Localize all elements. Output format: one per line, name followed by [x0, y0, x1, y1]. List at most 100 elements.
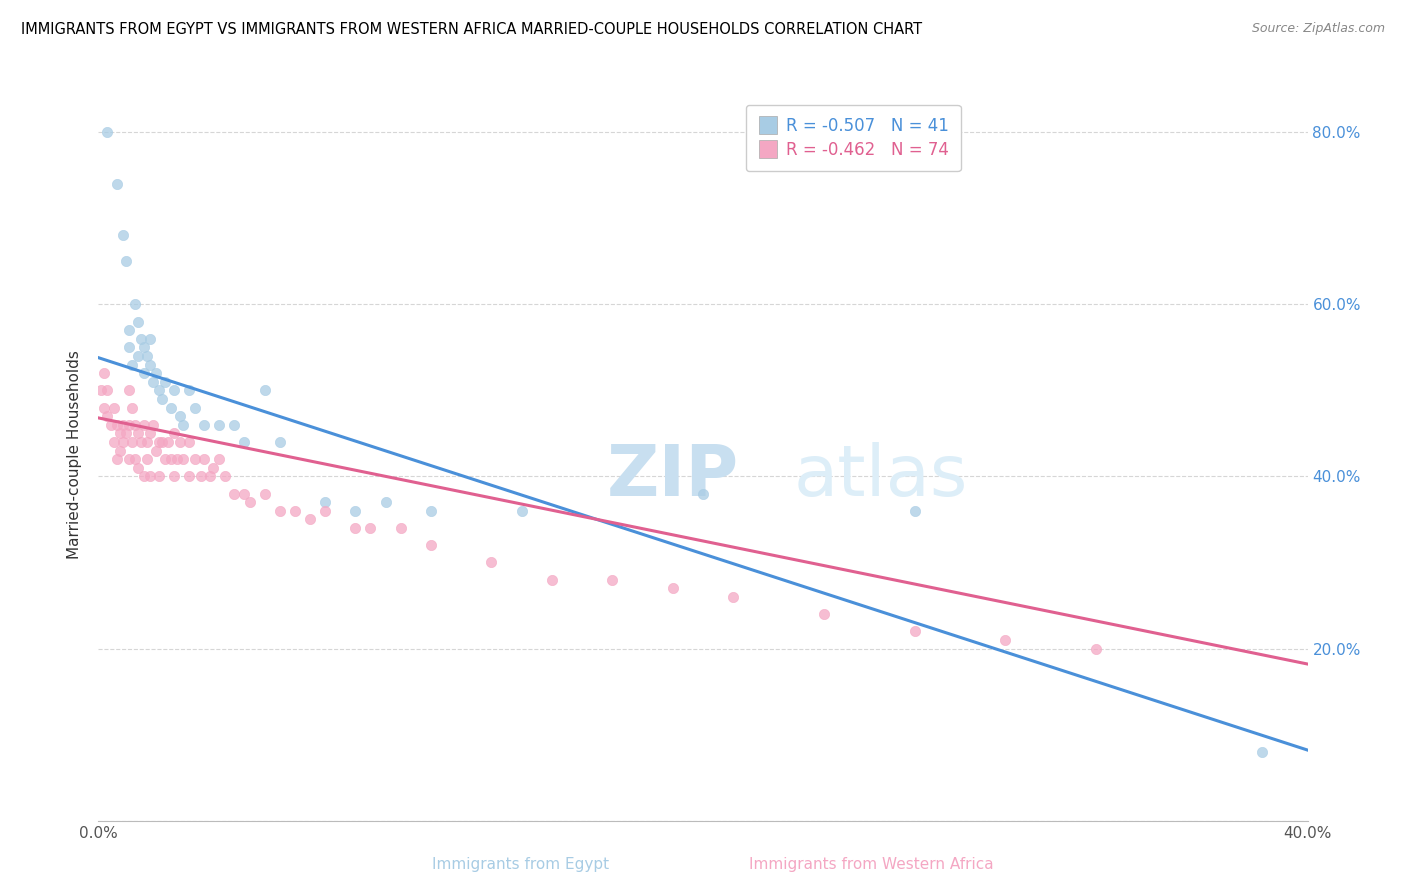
Point	[284, 504, 307, 518]
Point	[93, 366, 115, 380]
Point	[103, 435, 125, 450]
Point	[118, 323, 141, 337]
Point	[163, 426, 186, 441]
Point	[139, 332, 162, 346]
Point	[314, 504, 336, 518]
Point	[105, 417, 128, 432]
Point	[121, 401, 143, 415]
Point	[132, 417, 155, 432]
Point	[124, 297, 146, 311]
Point	[118, 452, 141, 467]
Point	[193, 417, 215, 432]
Point	[253, 384, 276, 398]
Point	[374, 495, 396, 509]
Point	[114, 254, 136, 268]
Point	[127, 349, 149, 363]
Point	[124, 452, 146, 467]
Point	[602, 573, 624, 587]
Point	[172, 452, 194, 467]
Point	[118, 417, 141, 432]
Point	[127, 460, 149, 475]
Text: Immigrants from Western Africa: Immigrants from Western Africa	[749, 857, 994, 872]
Point	[344, 521, 367, 535]
Point	[132, 366, 155, 380]
Point	[184, 401, 207, 415]
Point	[163, 469, 186, 483]
Point	[139, 469, 162, 483]
Point	[108, 426, 131, 441]
Point	[179, 384, 201, 398]
Point	[420, 538, 443, 552]
Point	[1251, 745, 1274, 759]
Point	[510, 504, 533, 518]
Point	[105, 177, 128, 191]
Point	[994, 632, 1017, 647]
Point	[166, 452, 188, 467]
Point	[299, 512, 322, 526]
Point	[153, 452, 176, 467]
Point	[124, 417, 146, 432]
Point	[344, 504, 367, 518]
Point	[208, 417, 231, 432]
Point	[224, 486, 246, 500]
Point	[121, 358, 143, 372]
Point	[190, 469, 212, 483]
Point	[132, 469, 155, 483]
Point	[179, 469, 201, 483]
Point	[153, 375, 176, 389]
Point	[172, 417, 194, 432]
Point	[121, 435, 143, 450]
Point	[132, 340, 155, 354]
Legend: R = -0.507   N = 41, R = -0.462   N = 74: R = -0.507 N = 41, R = -0.462 N = 74	[747, 105, 960, 171]
Point	[150, 392, 173, 406]
Point	[90, 384, 112, 398]
Text: Source: ZipAtlas.com: Source: ZipAtlas.com	[1251, 22, 1385, 36]
Text: ZIP: ZIP	[606, 442, 738, 511]
Point	[156, 435, 179, 450]
Point	[135, 349, 157, 363]
Y-axis label: Married-couple Households: Married-couple Households	[67, 351, 83, 559]
Point	[214, 469, 236, 483]
Point	[163, 384, 186, 398]
Point	[142, 417, 165, 432]
Point	[139, 358, 162, 372]
Point	[239, 495, 262, 509]
Point	[103, 401, 125, 415]
Point	[360, 521, 382, 535]
Point	[202, 460, 225, 475]
Point	[114, 426, 136, 441]
Point	[129, 332, 152, 346]
Point	[169, 409, 191, 424]
Point	[145, 443, 167, 458]
Point	[127, 314, 149, 328]
Text: IMMIGRANTS FROM EGYPT VS IMMIGRANTS FROM WESTERN AFRICA MARRIED-COUPLE HOUSEHOLD: IMMIGRANTS FROM EGYPT VS IMMIGRANTS FROM…	[21, 22, 922, 37]
Point	[139, 426, 162, 441]
Point	[111, 417, 134, 432]
Point	[904, 504, 927, 518]
Point	[135, 435, 157, 450]
Text: Immigrants from Egypt: Immigrants from Egypt	[432, 857, 609, 872]
Point	[142, 375, 165, 389]
Point	[118, 384, 141, 398]
Point	[160, 452, 183, 467]
Point	[193, 452, 215, 467]
Point	[723, 590, 745, 604]
Point	[224, 417, 246, 432]
Point	[96, 125, 118, 139]
Point	[100, 417, 122, 432]
Point	[150, 435, 173, 450]
Point	[129, 435, 152, 450]
Point	[692, 486, 714, 500]
Point	[314, 495, 336, 509]
Point	[148, 435, 170, 450]
Point	[420, 504, 443, 518]
Point	[184, 452, 207, 467]
Point	[111, 435, 134, 450]
Point	[269, 504, 291, 518]
Point	[169, 435, 191, 450]
Point	[179, 435, 201, 450]
Point	[160, 401, 183, 415]
Point	[105, 452, 128, 467]
Point	[540, 573, 562, 587]
Point	[96, 409, 118, 424]
